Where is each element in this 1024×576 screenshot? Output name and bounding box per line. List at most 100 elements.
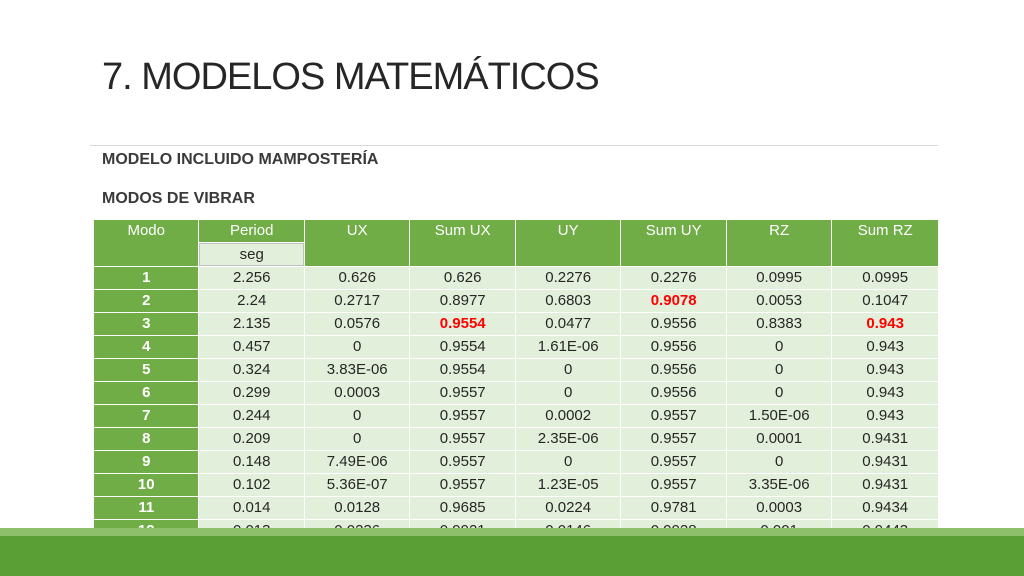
table-header: Modo Period UX Sum UX UY Sum UY RZ Sum R… <box>92 219 939 267</box>
cell-sum-uy: 0.9557 <box>620 404 727 428</box>
cell-sum-rz: 0.943 <box>831 404 939 428</box>
cell-ux: 0 <box>303 404 411 428</box>
cell-rz: 3.35E-06 <box>725 473 833 497</box>
cell-rz: 0.0003 <box>725 496 833 520</box>
cell-sum-rz: 0.9431 <box>831 450 939 474</box>
cell-ux: 0.2717 <box>303 289 411 313</box>
cell-sum-uy: 0.2276 <box>620 266 727 290</box>
cell-sum-uy: 0.9556 <box>620 312 727 336</box>
cell-period: 2.256 <box>198 266 305 290</box>
cell-sum-ux: 0.9685 <box>409 496 516 520</box>
cell-sum-ux: 0.9557 <box>409 404 516 428</box>
cell-ux: 0.626 <box>303 266 411 290</box>
table-row: 3 2.135 0.0576 0.9554 0.0477 0.9556 0.8383 0.94… <box>92 312 939 336</box>
cell-period: 0.457 <box>198 335 305 359</box>
subtitle-model: MODELO INCLUIDO MAMPOSTERÍA <box>102 151 379 168</box>
cell-sum-rz: 0.1047 <box>831 289 939 313</box>
cell-modo: 1 <box>92 266 200 290</box>
cell-modo: 9 <box>92 450 200 474</box>
cell-sum-rz: 0.943 <box>831 312 939 336</box>
cell-ux: 3.83E-06 <box>303 358 411 382</box>
cell-sum-ux: 0.9557 <box>409 473 516 497</box>
table-row: 5 0.324 3.83E-06 0.9554 0 0.9556 0 0.943 <box>92 358 939 382</box>
cell-uy: 0.0002 <box>514 404 622 428</box>
cell-sum-uy: 0.9556 <box>620 381 727 405</box>
table-row: 11 0.014 0.0128 0.9685 0.0224 0.9781 0.0003 0.9… <box>92 496 939 520</box>
cell-period: 0.244 <box>198 404 305 428</box>
cell-uy: 1.23E-05 <box>514 473 622 497</box>
table-row: 9 0.148 7.49E-06 0.9557 0 0.9557 0 0.9431 <box>92 450 939 474</box>
cell-rz: 0.0995 <box>725 266 833 290</box>
cell-sum-rz: 0.943 <box>831 358 939 382</box>
cell-sum-rz: 0.0995 <box>831 266 939 290</box>
cell-ux: 0 <box>303 335 411 359</box>
table-row: 8 0.209 0 0.9557 2.35E-06 0.9557 0.0001 0.9431 <box>92 427 939 451</box>
cell-sum-rz: 0.943 <box>831 335 939 359</box>
header-sum-uy: Sum UY <box>620 219 727 267</box>
header-unit-row: seg <box>94 242 939 267</box>
cell-rz: 0 <box>725 358 833 382</box>
cell-sum-rz: 0.9434 <box>831 496 939 520</box>
header-ux: UX <box>303 219 411 267</box>
cell-modo: 11 <box>92 496 200 520</box>
cell-period: 0.102 <box>198 473 305 497</box>
slide-title: 7. MODELOS MATEMÁTICOS <box>102 56 600 98</box>
cell-modo: 2 <box>92 289 200 313</box>
cell-sum-uy: 0.9557 <box>620 450 727 474</box>
cell-sum-uy: 0.9556 <box>620 335 727 359</box>
subtitle-modes: MODOS DE VIBRAR <box>102 190 255 207</box>
cell-uy: 0 <box>514 358 622 382</box>
cell-period: 0.148 <box>198 450 305 474</box>
table-row: 6 0.299 0.0003 0.9557 0 0.9556 0 0.943 <box>92 381 939 405</box>
cell-sum-ux: 0.9557 <box>409 450 516 474</box>
cell-uy: 1.61E-06 <box>514 335 622 359</box>
table-row: 10 0.102 5.36E-07 0.9557 1.23E-05 0.9557 3.35E… <box>92 473 939 497</box>
modes-table: Modo Period UX Sum UX UY Sum UY RZ Sum R… <box>92 219 939 543</box>
table-row: 2 2.24 0.2717 0.8977 0.6803 0.9078 0.0053 0.104… <box>92 289 939 313</box>
cell-rz: 0 <box>725 381 833 405</box>
table-row: 1 2.256 0.626 0.626 0.2276 0.2276 0.0995 0.0995 <box>92 266 939 290</box>
header-uy: UY <box>514 219 622 267</box>
cell-uy: 0 <box>514 381 622 405</box>
cell-sum-ux: 0.9554 <box>409 312 516 336</box>
cell-modo: 7 <box>92 404 200 428</box>
cell-uy: 0 <box>514 450 622 474</box>
footer-band-dark <box>0 536 1024 576</box>
cell-sum-ux: 0.9554 <box>409 358 516 382</box>
period-unit-label: seg <box>199 243 304 266</box>
cell-rz: 1.50E-06 <box>725 404 833 428</box>
cell-sum-ux: 0.9557 <box>409 427 516 451</box>
table-body: 1 2.256 0.626 0.626 0.2276 0.2276 0.0995 0.0995… <box>92 266 939 543</box>
cell-uy: 0.6803 <box>514 289 622 313</box>
cell-period: 0.299 <box>198 381 305 405</box>
cell-sum-uy: 0.9781 <box>620 496 727 520</box>
cell-ux: 0.0576 <box>303 312 411 336</box>
cell-modo: 8 <box>92 427 200 451</box>
cell-modo: 4 <box>92 335 200 359</box>
title-divider <box>90 145 938 146</box>
cell-rz: 0 <box>725 450 833 474</box>
table-row: 7 0.244 0 0.9557 0.0002 0.9557 1.50E-06 0.943 <box>92 404 939 428</box>
cell-uy: 2.35E-06 <box>514 427 622 451</box>
cell-uy: 0.0224 <box>514 496 622 520</box>
header-row: Modo Period UX Sum UX UY Sum UY RZ Sum R… <box>92 219 939 267</box>
cell-sum-ux: 0.8977 <box>409 289 516 313</box>
cell-sum-uy: 0.9556 <box>620 358 727 382</box>
cell-sum-ux: 0.9557 <box>409 381 516 405</box>
cell-ux: 5.36E-07 <box>303 473 411 497</box>
cell-modo: 3 <box>92 312 200 336</box>
cell-rz: 0.0001 <box>725 427 833 451</box>
header-sum-rz: Sum RZ <box>831 219 939 267</box>
cell-period: 2.135 <box>198 312 305 336</box>
header-sum-ux: Sum UX <box>409 219 516 267</box>
cell-period: 0.014 <box>198 496 305 520</box>
cell-rz: 0 <box>725 335 833 359</box>
cell-sum-rz: 0.943 <box>831 381 939 405</box>
header-period-unit: seg <box>198 242 305 267</box>
cell-sum-ux: 0.626 <box>409 266 516 290</box>
cell-modo: 5 <box>92 358 200 382</box>
footer-band-light <box>0 528 1024 536</box>
cell-sum-uy: 0.9078 <box>620 289 727 313</box>
cell-sum-uy: 0.9557 <box>620 473 727 497</box>
cell-modo: 10 <box>92 473 200 497</box>
